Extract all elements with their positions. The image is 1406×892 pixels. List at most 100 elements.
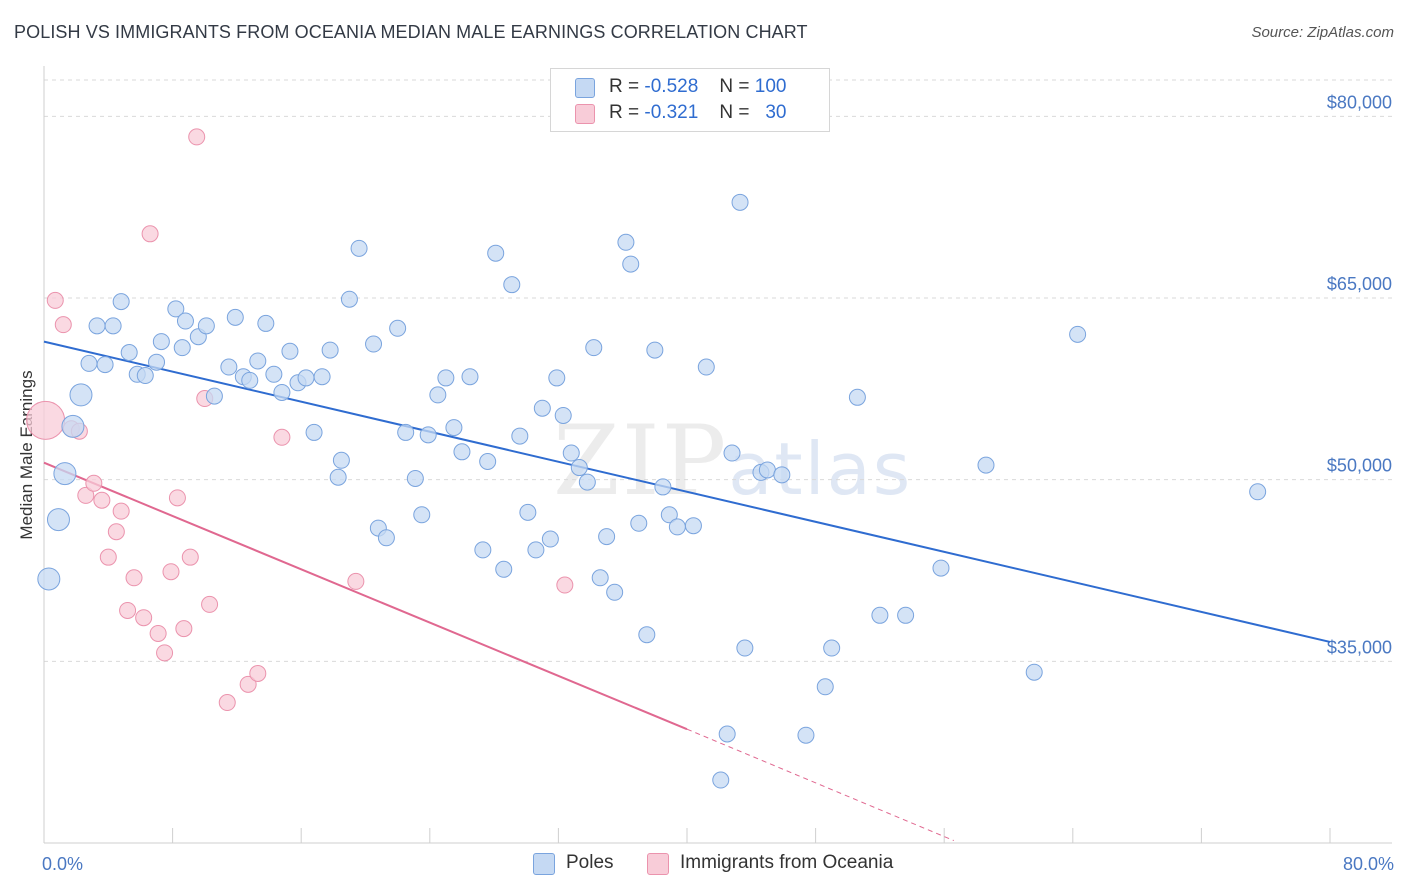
poles-point [519,503,537,521]
poles-point [503,276,521,294]
poles-point [823,639,841,657]
legend-swatch-oceania [575,104,595,124]
poles-point [152,333,170,351]
y-tick-label: $35,000 [1327,637,1392,657]
oceania-point [26,400,66,440]
poles-point [265,365,283,383]
poles-point [848,388,866,406]
bottom-legend-swatch-poles [533,853,555,875]
poles-point [1069,325,1087,343]
poles-point [46,508,70,532]
poles-point [487,244,505,262]
poles-point [479,453,497,470]
poles-point [533,399,551,417]
x-tick-label: 0.0% [42,854,83,874]
poles-point [773,466,791,484]
poles-point [816,678,834,696]
poles-point [712,771,730,789]
poles-point [437,369,455,387]
bottom-legend-label-poles: Poles [566,852,614,873]
oceania-point [54,316,72,334]
legend-text-poles: R = -0.528 N = 100 [609,76,786,98]
poles-point [197,317,215,335]
poles-point [871,606,889,624]
poles-point [340,290,358,308]
oceania-point [93,491,111,509]
poles-point [389,319,407,337]
poles-point [419,426,437,444]
oceania-point [201,595,219,613]
poles-point [578,473,596,491]
poles-point [630,514,648,532]
oceania-point [249,664,267,682]
bottom-legend-swatch-oceania [647,853,669,875]
poles-point [313,368,331,386]
poles-point [397,423,415,441]
poles-point [797,726,815,744]
poles-point [461,368,479,386]
oceania-point [239,675,257,693]
poles-point [1025,663,1043,681]
oceania-point [112,502,130,520]
oceania-point [218,694,236,712]
poles-point [548,369,566,387]
oceania-trend-line [43,461,688,731]
oceania-point [181,548,199,566]
oceania-point [141,225,159,243]
poles-point [220,358,238,376]
poles-point [406,469,424,487]
poles-point [736,639,754,657]
poles-point [554,406,572,424]
poles-point [297,369,315,387]
poles-point [474,541,492,559]
poles-point [176,312,194,330]
poles-point [932,559,950,577]
oceania-point [85,474,103,492]
bottom-legend-label-oceania: Immigrants from Oceania [680,852,894,873]
poles-point [273,383,291,401]
poles-point [453,443,471,461]
poles-point [429,386,447,404]
poles-point [718,725,736,743]
axes [43,66,1392,844]
poles-point [321,341,339,359]
oceania-point [125,569,143,587]
poles-point [148,353,166,371]
poles-point [1249,483,1267,501]
poles-point [136,367,154,385]
poles-point [305,423,323,441]
poles-point [377,529,395,547]
legend-n-value: 100 [754,76,787,97]
x-tick-label: 80.0% [1343,854,1394,874]
poles-point [562,444,580,462]
y-tick-label: $50,000 [1327,456,1392,476]
poles-point [541,530,559,548]
y-tick-labels: $35,000 $50,000 $65,000 $80,000 [1327,92,1392,657]
poles-point [977,456,995,474]
poles-point [173,339,191,357]
poles-point [257,314,275,332]
oceania-trend-extension [686,728,955,842]
oceania-point [135,609,153,627]
poles-point [249,352,267,370]
poles-point [511,427,529,445]
poles-point [167,300,185,318]
trend-lines [43,340,1331,842]
poles-point [241,371,259,389]
oceania-point [175,620,193,638]
poles-point [281,342,299,360]
correlation-legend: R = -0.528 N = 100 R = -0.321 N = 30 [550,68,830,132]
x-tick-labels: 0.0% 80.0% [42,854,1394,874]
oceania-point [149,624,167,642]
poles-points [37,193,1267,789]
poles-point [668,518,686,536]
y-axis-label: Median Male Earnings [17,370,36,539]
legend-n-value: 30 [765,102,787,123]
poles-point [365,335,383,353]
oceania-point [99,548,117,566]
poles-point [723,444,741,462]
poles-trend-line [43,340,1331,643]
poles-point [120,344,138,361]
poles-point [654,478,672,496]
